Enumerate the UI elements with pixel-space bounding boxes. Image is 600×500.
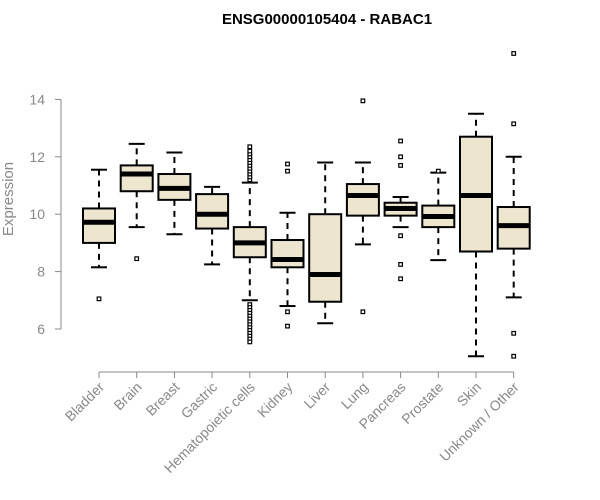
box-group [232, 144, 267, 345]
outlier-point [398, 163, 403, 168]
chart-title: ENSG00000105404 - RABAC1 [222, 11, 432, 28]
outlier-point [96, 296, 102, 302]
outlier-point [511, 51, 517, 56]
boxes-group [82, 51, 531, 359]
y-axis: 6 8 10 12 14 [29, 91, 62, 337]
x-tick-label: Skin [454, 379, 485, 410]
box-iqr [270, 239, 305, 269]
y-tick-label: 10 [29, 206, 45, 222]
box-iqr [308, 213, 343, 303]
x-tick-label: Lung [338, 379, 371, 412]
x-tick-label: Kidney [254, 379, 296, 421]
x-tick-label: Bladder [62, 379, 108, 425]
outlier-point [247, 339, 253, 345]
box-group [421, 168, 456, 262]
outlier-point [134, 256, 140, 262]
outlier-point [511, 353, 517, 359]
outlier-point [247, 144, 253, 150]
outlier-point [398, 262, 403, 267]
box-iqr [345, 183, 380, 217]
outlier-point [398, 276, 403, 282]
y-tick-label: 6 [37, 321, 45, 337]
box-group [270, 161, 305, 329]
outlier-point [511, 330, 517, 336]
box-group [119, 142, 154, 262]
box-iqr [195, 193, 230, 230]
box-group [82, 168, 116, 302]
box-group [496, 51, 531, 359]
box-group [157, 151, 192, 236]
outlier-point [511, 121, 517, 127]
y-tick-label: 14 [29, 91, 45, 107]
box-iqr [119, 164, 154, 193]
x-tick-label: Brain [110, 379, 144, 413]
outlier-point [285, 323, 290, 329]
outlier-point [285, 168, 290, 174]
outlier-point [285, 161, 290, 167]
box-group [459, 112, 493, 358]
y-axis-label: Expression [0, 162, 17, 236]
y-tick-label: 12 [29, 149, 45, 165]
outlier-point [435, 168, 441, 174]
box-group [383, 138, 418, 282]
outlier-point [285, 309, 290, 315]
box-group [195, 185, 230, 266]
outlier-point [398, 154, 403, 160]
x-tick-label: Liver [301, 379, 334, 412]
outlier-point [360, 98, 366, 104]
box-iqr [82, 207, 116, 244]
outlier-point [247, 148, 253, 154]
x-tick-label: Prostate [398, 379, 446, 427]
box-group [345, 98, 380, 315]
outlier-point [398, 233, 403, 239]
outlier-point [398, 138, 403, 144]
outlier-point [360, 309, 366, 315]
y-tick-label: 8 [37, 264, 45, 280]
x-tick-label: Breast [143, 379, 183, 419]
box-group [308, 161, 343, 325]
